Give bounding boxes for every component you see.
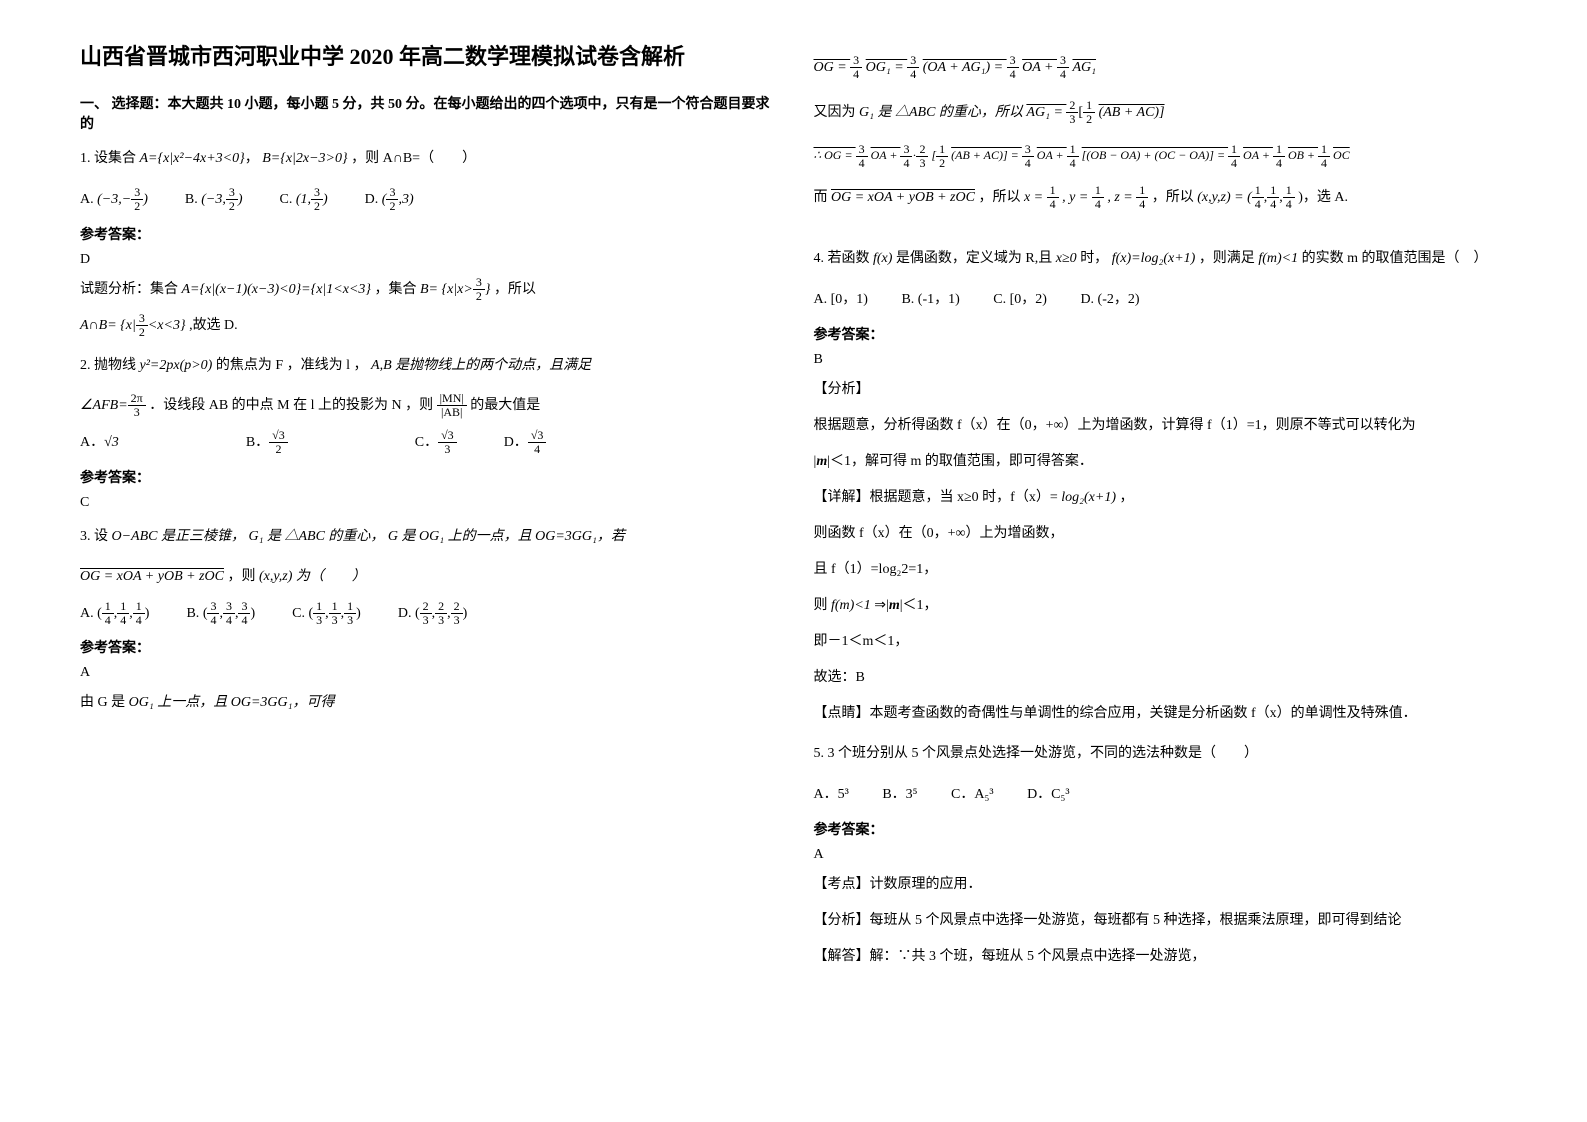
q3-options: A. (14,14,14) B. (34,34,34) C. (13,13,13… (80, 599, 774, 630)
q4-analysis-2: |m|＜1，解可得 m 的取值范围，即可得答案． (814, 448, 1508, 476)
q5-solution: 【解答】解：∵共 3 个班，每班从 5 个风景点中选择一处游览， (814, 943, 1508, 971)
question-3: 3. 设 O−ABC 是正三棱锥， G₁ 是 △ABC 的重心， G 是 OG₁… (80, 523, 774, 551)
q4-options: A. [0，1) B. (-1，1) C. [0，2) D. (-2，2) (814, 285, 1508, 316)
q3-line2: OG = xOA + yOB + zOC ，则 (x,y,z) 为（ ） (80, 563, 774, 591)
question-1: 1. 设集合 A={x|x²−4x+3<0}， B={x|2x−3>0} ，则 … (80, 145, 774, 173)
q4-detail-6: 故选：B (814, 664, 1508, 692)
q1-analysis: 试题分析：集合 A={x|(x−1)(x−3)<0}={x|1<x<3} ，集合… (80, 276, 774, 304)
q5-point: 【考点】计数原理的应用． (814, 871, 1508, 899)
q3-derive-2: 又因为 G₁ 是 △ABC 的重心，所以 AG₁ = 23[12 (AB + A… (814, 95, 1508, 130)
q3-answer-label: 参考答案： (80, 637, 774, 657)
q3-derive-1: OG = 34 OG₁ = 34 (OA + AG₁) = 34 OA + 34… (814, 50, 1508, 85)
q1-opt-d-label: D. (365, 192, 379, 207)
q1-answer: D (80, 252, 774, 268)
q2-options: A．√3 B．√32 C．√33 D．√34 (80, 428, 774, 459)
section-header: 一、 选择题：本大题共 10 小题，每小题 5 分，共 50 分。在每小题给出的… (80, 93, 774, 133)
q4-answer-label: 参考答案： (814, 324, 1508, 344)
q3-derive-4: 而 OG = xOA + yOB + zOC ，所以 x = 14 , y = … (814, 180, 1508, 215)
q1-stem-suffix: ，则 A∩B=（ ） (351, 151, 476, 166)
q1-opt-a-label: A. (80, 192, 94, 207)
question-5: 5. 3 个班分别从 5 个风景点处选择一处游览，不同的选法种数是（ ） (814, 740, 1508, 768)
q1-opt-a-lp: (−3,− (97, 192, 131, 207)
q1-set-b: B={x|2x−3>0} (262, 151, 347, 166)
q1-options: A. (−3,−32) B. (−3,32) C. (1,32) D. (32,… (80, 185, 774, 216)
q2-answer: C (80, 495, 774, 511)
q5-answer-label: 参考答案： (814, 819, 1508, 839)
q4-analysis-label: 【分析】 (814, 376, 1508, 404)
q4-detail-4: 则 f(m)<1 ⇒|m|＜1， (814, 592, 1508, 620)
q4-answer: B (814, 352, 1508, 368)
question-2: 2. 抛物线 y²=2px(p>0) 的焦点为 F ，准线为 l ， A,B 是… (80, 352, 774, 380)
q2-answer-label: 参考答案： (80, 467, 774, 487)
right-column: OG = 34 OG₁ = 34 (OA + AG₁) = 34 OA + 34… (794, 40, 1528, 1082)
question-4: 4. 若函数 f(x) 是偶函数，定义域为 R,且 x≥0 时， f(x)=lo… (814, 245, 1508, 273)
q3-proof: 由 G 是 OG₁ 上一点，且 OG=3GG₁，可得 (80, 689, 774, 717)
q5-answer: A (814, 847, 1508, 863)
q4-detail-2: 则函数 f（x）在（0，+∞）上为增函数， (814, 520, 1508, 548)
q4-point: 【点睛】本题考查函数的奇偶性与单调性的综合应用，关键是分析函数 f（x）的单调性… (814, 700, 1508, 728)
q4-detail-3: 且 f（1）=log₂2=1， (814, 556, 1508, 584)
left-column: 山西省晋城市西河职业中学 2020 年高二数学理模拟试卷含解析 一、 选择题：本… (60, 40, 794, 1082)
q1-opt-b-label: B. (185, 192, 198, 207)
q4-analysis-1: 根据题意，分析得函数 f（x）在（0，+∞）上为增函数，计算得 f（1）=1，则… (814, 412, 1508, 440)
q1-stem-prefix: 1. 设集合 (80, 151, 136, 166)
q3-answer: A (80, 665, 774, 681)
q4-detail-5: 即－1＜m＜1， (814, 628, 1508, 656)
q4-detail: 【详解】根据题意，当 x≥0 时，f（x）= log₂(x+1) ， (814, 484, 1508, 512)
q2-line2: ∠AFB=2π3 ．设线段 AB 的中点 M 在 l 上的投影为 N ，则 |M… (80, 392, 774, 420)
q5-options: A．5³ B．3⁵ C．A₅³ D．C₅³ (814, 780, 1508, 811)
doc-title: 山西省晋城市西河职业中学 2020 年高二数学理模拟试卷含解析 (80, 40, 774, 73)
q3-derive-3: ∴ OG = 34 OA + 34·23 [12 (AB + AC)] = 34… (814, 140, 1508, 170)
q5-analysis: 【分析】每班从 5 个风景点中选择一处游览，每班都有 5 种选择，根据乘法原理，… (814, 907, 1508, 935)
q1-analysis-2: A∩B= {x|32<x<3} ,故选 D. (80, 312, 774, 340)
q1-set-a: A={x|x²−4x+3<0} (140, 151, 245, 166)
q1-opt-c-label: C. (279, 192, 292, 207)
page: 山西省晋城市西河职业中学 2020 年高二数学理模拟试卷含解析 一、 选择题：本… (0, 0, 1587, 1122)
q1-answer-label: 参考答案： (80, 224, 774, 244)
